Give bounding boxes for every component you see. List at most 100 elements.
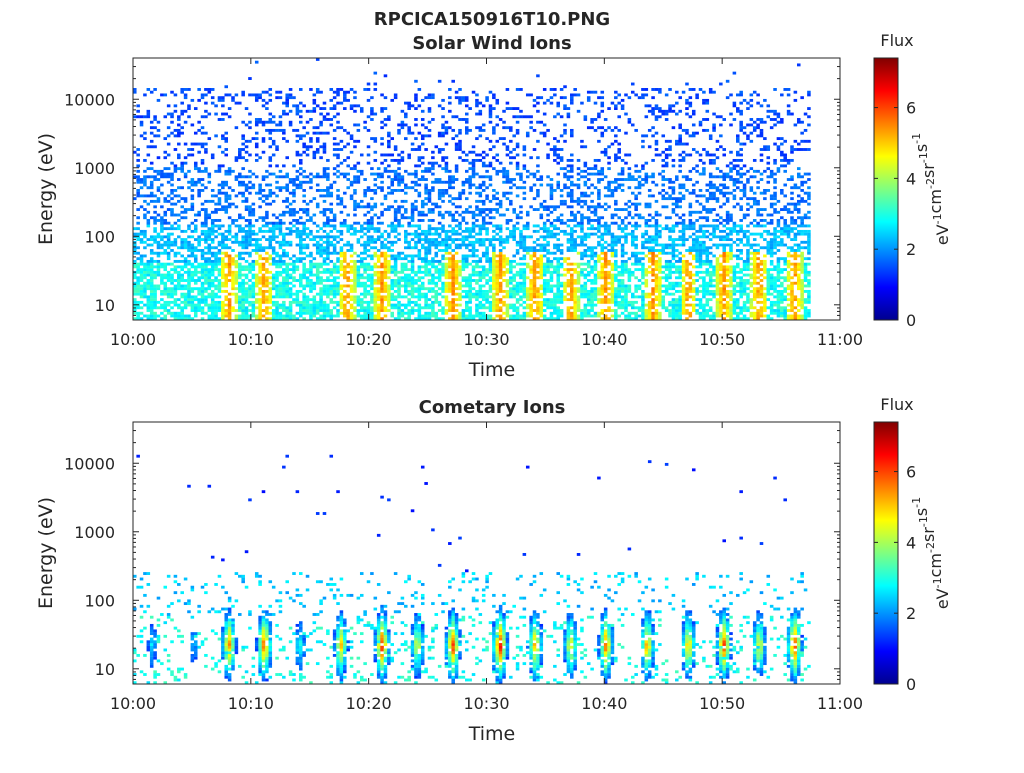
spectrogram-cell xyxy=(295,232,300,236)
spectrogram-cell xyxy=(193,183,198,187)
spectrogram-cell xyxy=(539,276,544,280)
spectrogram-cell xyxy=(570,153,574,157)
spectrogram-cell xyxy=(268,254,273,258)
spectrogram-cell xyxy=(356,259,361,263)
spectrogram-cell xyxy=(282,303,286,307)
spectrogram-cell xyxy=(509,268,513,272)
spectrogram-cell xyxy=(163,300,168,304)
spectrogram-cell xyxy=(227,194,232,198)
spectrogram-cell xyxy=(139,311,144,315)
spectrogram-cell xyxy=(285,281,289,285)
spectrogram-cell xyxy=(295,183,300,187)
spectrogram-cell xyxy=(556,306,560,310)
spectrogram-cell xyxy=(387,309,391,312)
spectrogram-cell xyxy=(359,281,364,285)
spectrogram-cell xyxy=(332,314,337,318)
spectrogram-cell xyxy=(238,156,242,160)
spectrogram-cell xyxy=(149,281,154,285)
spectrogram-cell xyxy=(166,194,171,198)
spectrogram-cell xyxy=(143,281,147,285)
spectrogram-cell xyxy=(346,227,350,231)
spectrogram-cell xyxy=(383,306,388,310)
spectrogram-cell xyxy=(153,169,157,173)
spectrogram-cell xyxy=(356,240,361,244)
spectrogram-cell xyxy=(522,224,527,228)
spectrogram-cell xyxy=(166,167,171,171)
spectrogram-cell xyxy=(173,251,178,255)
spectrogram-cell xyxy=(434,251,439,255)
spectrogram-cell xyxy=(322,268,327,272)
spectrogram-cell xyxy=(278,259,283,263)
spectrogram-cell xyxy=(353,178,357,181)
spectrogram-cell xyxy=(448,178,452,181)
spectrogram-cell xyxy=(373,265,378,269)
spectrogram-cell xyxy=(217,118,222,121)
spectrogram-cell xyxy=(471,295,476,299)
spectrogram-cell xyxy=(566,194,571,198)
spectrogram-cell xyxy=(539,249,544,252)
spectrogram-cell xyxy=(166,273,171,277)
spectrogram-cell xyxy=(559,265,564,269)
spectrogram-cell xyxy=(160,292,164,296)
spectrogram-cell xyxy=(380,281,384,285)
spectrogram-cell xyxy=(573,240,577,244)
spectrogram-cell xyxy=(241,279,245,282)
spectrogram-cell xyxy=(576,243,581,247)
spectrogram-cell xyxy=(302,270,306,274)
spectrogram-cell xyxy=(258,292,262,296)
spectrogram-cell xyxy=(407,126,411,130)
spectrogram-cell xyxy=(417,287,422,291)
spectrogram-cell xyxy=(258,227,262,231)
spectrogram-cell xyxy=(458,311,462,315)
spectrogram-cell xyxy=(295,112,300,116)
spectrogram-cell xyxy=(404,229,408,233)
spectrogram-cell xyxy=(407,254,411,258)
spectrogram-cell xyxy=(492,229,496,233)
spectrogram-cell xyxy=(190,197,195,201)
spectrogram-cell xyxy=(390,205,395,209)
spectrogram-cell xyxy=(553,303,557,307)
spectrogram-cell xyxy=(356,104,361,108)
spectrogram-cell xyxy=(305,232,310,236)
spectrogram-cell xyxy=(322,150,327,154)
spectrogram-cell xyxy=(525,213,530,217)
spectrogram-cell xyxy=(380,109,384,113)
spectrogram-cell xyxy=(275,292,279,296)
spectrogram-cell xyxy=(187,148,191,151)
spectrogram-cell xyxy=(417,164,422,168)
spectrogram-cell xyxy=(542,270,547,274)
spectrogram-cell xyxy=(149,249,154,252)
spectrogram-cell xyxy=(454,265,459,269)
spectrogram-cell xyxy=(353,199,357,203)
spectrogram-cell xyxy=(248,292,252,296)
spectrogram-cell xyxy=(495,197,500,201)
spectrogram-cell xyxy=(268,262,273,266)
spectrogram-cell xyxy=(427,311,432,315)
spectrogram-cell xyxy=(410,210,415,214)
spectrogram-cell xyxy=(200,281,205,285)
spectrogram-cell xyxy=(525,262,530,266)
spectrogram-cell xyxy=(363,257,367,261)
spectrogram-cell xyxy=(339,229,344,233)
spectrogram-cell xyxy=(570,279,574,282)
spectrogram-cell xyxy=(454,281,459,285)
spectrogram-cell xyxy=(238,153,242,157)
spectrogram-cell xyxy=(153,115,157,119)
spectrogram-cell xyxy=(505,289,510,293)
spectrogram-cell xyxy=(583,183,588,187)
spectrogram-cell xyxy=(160,306,164,310)
spectrogram-cell xyxy=(319,279,323,282)
spectrogram-cell xyxy=(146,306,151,310)
spectrogram-cell xyxy=(583,169,588,173)
spectrogram-cell xyxy=(373,254,378,258)
spectrogram-cell xyxy=(248,268,252,272)
spectrogram-cell xyxy=(254,98,259,102)
spectrogram-cell xyxy=(214,229,218,233)
spectrogram-cell xyxy=(495,279,500,282)
spectrogram-cell xyxy=(166,300,171,304)
spectrogram-cell xyxy=(454,134,459,138)
spectrogram-cell xyxy=(515,309,520,312)
spectrogram-cell xyxy=(370,221,374,225)
spectrogram-cell xyxy=(190,270,195,274)
spectrogram-cell xyxy=(278,246,283,250)
